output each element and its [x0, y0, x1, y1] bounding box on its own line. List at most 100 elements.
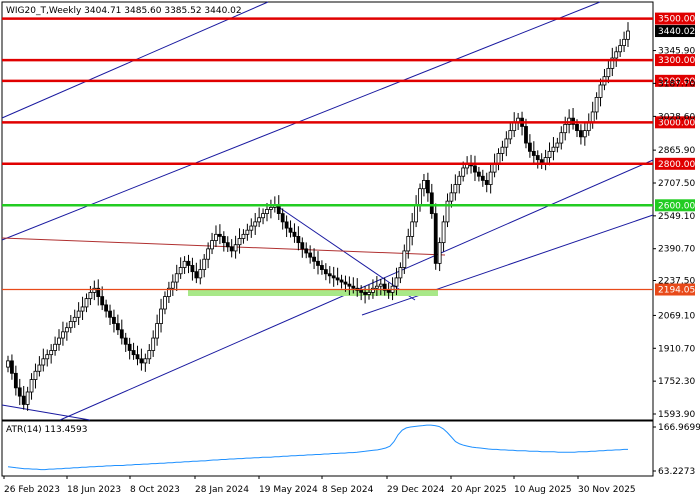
candle — [119, 319, 124, 345]
x-tick-label: 8 Oct 2023 — [130, 485, 180, 495]
candle-body — [551, 146, 556, 152]
y-tick-label: 3028.60 — [658, 112, 695, 122]
candle — [151, 330, 156, 357]
candle-body — [17, 387, 22, 397]
candle — [331, 266, 336, 287]
candle — [13, 365, 18, 396]
candle — [225, 236, 230, 252]
candle-body — [166, 287, 171, 297]
candle — [41, 348, 46, 372]
candle-body — [422, 180, 426, 190]
candle-body — [174, 273, 179, 283]
candle-body — [280, 213, 285, 223]
candle — [347, 276, 352, 296]
y-tick-label: 1752.30 — [658, 377, 695, 387]
candle — [96, 279, 101, 306]
candle-body — [115, 323, 120, 331]
candle — [323, 263, 328, 281]
level-tag — [655, 199, 695, 212]
candle — [488, 163, 493, 194]
candle-body — [339, 279, 344, 283]
level-tag — [655, 12, 695, 25]
candle-body — [563, 123, 568, 134]
y-tick-label: 3345.90 — [658, 47, 695, 57]
candle-body — [598, 84, 603, 98]
candle-body — [449, 192, 454, 202]
candle-body — [394, 277, 399, 287]
candle — [253, 212, 258, 235]
candle-body — [261, 213, 265, 219]
candle — [139, 348, 144, 371]
y-tick-label: 2390.70 — [658, 245, 695, 255]
candle-body — [229, 246, 234, 252]
candle-body — [61, 331, 65, 339]
y-tick-label: 2865.90 — [658, 146, 695, 156]
candle — [68, 315, 73, 333]
y-tick-label: 2549.10 — [658, 212, 695, 222]
candle-body — [504, 138, 509, 148]
candle — [33, 363, 38, 389]
candle-body — [292, 231, 297, 237]
candle — [21, 385, 26, 410]
candle — [386, 282, 391, 299]
candle — [174, 264, 179, 291]
candle-body — [49, 350, 54, 356]
candle — [155, 314, 160, 346]
symbol-label: WIG20_T,Weekly 3404.71 3485.60 3385.52 3… — [6, 6, 242, 16]
candle — [610, 47, 615, 77]
atr-indicator: 166.9699 63.2273 — [7, 423, 700, 477]
candle-body — [500, 146, 505, 154]
candle — [37, 356, 42, 377]
candle — [229, 239, 234, 258]
candle — [618, 39, 623, 57]
candle-body — [6, 360, 10, 368]
candle — [198, 259, 203, 285]
candle-body — [606, 67, 611, 78]
candle-body — [414, 204, 419, 223]
candle-body — [92, 287, 97, 293]
candle-body — [363, 292, 367, 295]
candle-body — [445, 200, 450, 223]
candle — [312, 248, 316, 269]
candle — [92, 280, 97, 301]
candle — [80, 296, 85, 321]
candle-body — [304, 248, 309, 254]
main-plot-frame — [1, 1, 654, 421]
candle — [425, 172, 430, 202]
level-tag-label: 2600.00 — [658, 201, 695, 211]
candle-body — [457, 175, 462, 185]
candle-body — [351, 285, 356, 289]
candle-body — [367, 292, 371, 295]
candle-body — [441, 221, 446, 244]
support-zone — [188, 290, 438, 296]
x-tick-label: 20 Apr 2025 — [451, 485, 507, 495]
candle — [484, 172, 489, 193]
candle — [335, 267, 340, 286]
candle — [606, 59, 611, 84]
candle — [159, 298, 163, 333]
atr-label: ATR(14) 113.4593 — [6, 425, 88, 435]
candle — [363, 285, 367, 304]
candle-body — [84, 298, 89, 308]
candle-body — [96, 287, 101, 297]
candle-body — [88, 292, 93, 300]
candle — [402, 244, 407, 274]
candle — [210, 232, 214, 255]
candle-body — [386, 289, 391, 293]
x-tick-label: 10 Aug 2025 — [514, 485, 572, 495]
candle — [104, 299, 109, 318]
candle-body — [555, 142, 560, 148]
x-tick-label: 30 Nov 2025 — [578, 485, 636, 495]
candle — [374, 276, 379, 296]
candle — [190, 257, 195, 281]
candle-body — [245, 229, 250, 235]
candle-body — [170, 281, 175, 289]
candle-body — [618, 45, 623, 53]
candle — [327, 266, 332, 284]
candle — [296, 226, 301, 251]
candle-body — [323, 269, 328, 275]
candle — [214, 225, 218, 247]
candle — [194, 262, 199, 284]
x-tick-label: 18 Jun 2023 — [67, 485, 121, 495]
candle — [535, 150, 540, 169]
